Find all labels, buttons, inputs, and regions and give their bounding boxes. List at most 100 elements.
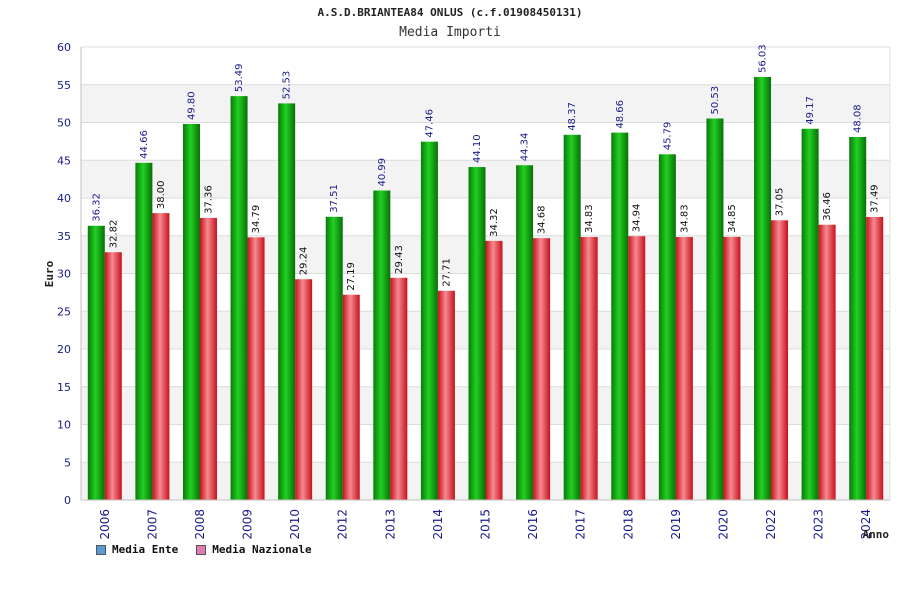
bar-series-b	[533, 238, 551, 500]
data-label: 45.79	[662, 122, 673, 151]
y-tick-label: 15	[57, 381, 71, 394]
data-label: 34.83	[679, 204, 690, 233]
bar-series-b	[104, 252, 122, 500]
bar-series-a	[182, 124, 200, 500]
y-tick-label: 60	[57, 41, 71, 54]
bar-series-a	[754, 76, 772, 500]
y-tick-label: 30	[57, 268, 71, 281]
chart-subtitle: Media Importi	[399, 25, 501, 40]
x-tick-label: 2014	[431, 509, 445, 540]
x-tick-label: 2022	[764, 509, 778, 540]
legend-item-series-b: Media Nazionale	[196, 543, 312, 556]
x-tick-label: 2012	[336, 509, 350, 540]
bar-series-b	[628, 236, 646, 500]
x-tick-label: 2020	[716, 509, 730, 540]
data-label: 44.34	[520, 133, 531, 162]
bar-series-a	[563, 134, 581, 500]
bar-series-b	[771, 220, 789, 500]
bar-series-b	[199, 217, 217, 500]
data-label: 48.08	[853, 104, 864, 133]
data-label: 27.19	[346, 262, 357, 291]
bar-series-b	[342, 294, 360, 500]
y-tick-label: 10	[57, 419, 71, 432]
bar-series-b	[580, 237, 598, 500]
data-label: 56.03	[758, 44, 769, 73]
legend-item-series-a: Media Ente	[96, 543, 178, 556]
x-tick-label: 2013	[383, 509, 397, 540]
bar-series-b	[247, 237, 265, 500]
y-axis-label: Euro	[43, 260, 56, 287]
bar-series-a	[801, 128, 819, 501]
data-label: 44.66	[139, 130, 150, 159]
legend-label-series-a: Media Ente	[112, 543, 179, 556]
data-label: 34.68	[537, 206, 548, 235]
y-tick-label: 35	[57, 230, 71, 243]
axes: 0 5 10 15 20 25 30 35 40 45 50 55 60 2006 2007 2008 2009…	[57, 41, 891, 540]
x-tick-label: 2009	[241, 509, 255, 540]
bar-series-b	[295, 279, 313, 500]
bars	[87, 76, 884, 501]
data-label: 37.51	[329, 184, 340, 213]
bar-series-a	[135, 162, 153, 500]
x-tick-label: 2016	[526, 509, 540, 540]
legend-swatch-series-b	[196, 544, 207, 555]
x-tick-label: 2017	[574, 509, 588, 540]
bar-series-b	[437, 290, 455, 500]
data-labels: 36.32 32.82 44.66 38.00 49.80 37.36 53.49 34.79…	[91, 44, 880, 290]
data-label: 37.36	[203, 185, 214, 214]
y-tick-label: 20	[57, 343, 71, 356]
chart-title: A.S.D.BRIANTEA84 ONLUS (c.f.01908450131)	[317, 6, 583, 19]
y-tick-label: 5	[64, 456, 71, 469]
legend: Media Ente Media Nazionale	[96, 543, 312, 556]
legend-swatch-series-a	[96, 544, 106, 555]
y-tick-label: 55	[57, 79, 71, 92]
x-tick-label: 2010	[288, 509, 302, 540]
data-label: 34.85	[727, 204, 738, 233]
data-label: 48.66	[615, 100, 626, 129]
bar-series-a	[230, 96, 248, 500]
data-label: 52.53	[282, 71, 293, 100]
x-tick-label: 2024	[859, 509, 873, 540]
data-label: 34.94	[632, 204, 643, 233]
bar-series-a	[468, 167, 486, 501]
data-label: 47.46	[424, 109, 435, 138]
data-label: 49.80	[186, 91, 197, 120]
bar-series-b	[485, 240, 503, 500]
data-label: 49.17	[805, 96, 816, 125]
legend-label-series-b: Media Nazionale	[212, 543, 312, 556]
x-tick-label: 2006	[98, 509, 112, 540]
x-tick-label: 2019	[669, 509, 683, 540]
y-tick-label: 25	[57, 305, 71, 318]
bar-series-a	[420, 141, 438, 500]
x-tick-label: 2015	[479, 509, 493, 540]
data-label: 34.83	[584, 204, 595, 233]
data-label: 37.05	[775, 188, 786, 217]
bar-series-b	[390, 277, 408, 500]
data-label: 48.37	[567, 102, 578, 131]
bar-series-a	[278, 103, 296, 500]
data-label: 37.49	[870, 184, 881, 213]
bar-series-a	[849, 136, 867, 500]
data-label: 29.43	[394, 245, 405, 274]
bar-series-b	[723, 236, 741, 500]
bar-series-a	[325, 216, 343, 500]
data-label: 27.71	[441, 258, 452, 287]
bar-series-a	[658, 154, 676, 500]
data-label: 53.49	[234, 64, 245, 93]
bar-series-b	[152, 213, 170, 500]
bar-series-b	[818, 224, 836, 501]
x-tick-label: 2008	[193, 509, 207, 540]
data-label: 32.82	[108, 220, 119, 249]
y-tick-label: 40	[57, 192, 71, 205]
y-tick-label: 50	[57, 117, 71, 130]
data-label: 38.00	[156, 180, 167, 209]
bar-series-b	[675, 237, 693, 500]
data-label: 50.53	[710, 86, 721, 115]
bar-series-a	[373, 190, 391, 500]
bar-series-b	[866, 216, 884, 500]
data-label: 34.32	[489, 208, 500, 237]
y-tick-label: 0	[64, 494, 71, 507]
data-label: 36.32	[91, 193, 102, 222]
x-tick-label: 2023	[812, 509, 826, 540]
